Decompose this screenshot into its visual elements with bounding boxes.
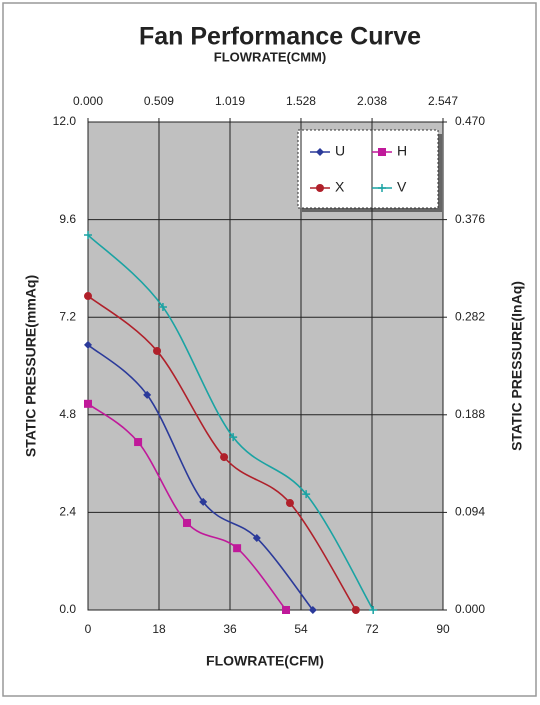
x2-tick-label: 1.019: [215, 94, 245, 108]
x2-tick-label: 2.038: [357, 94, 387, 108]
marker: [282, 606, 291, 614]
marker: [229, 433, 238, 442]
x2-tick-label: 0.509: [144, 94, 174, 108]
marker: [351, 606, 360, 614]
marker: [316, 148, 324, 156]
marker: [84, 399, 92, 408]
legend-label: U: [335, 143, 345, 159]
x-tick-label: 90: [436, 622, 450, 636]
marker: [316, 184, 324, 192]
marker: [308, 606, 317, 614]
marker: [252, 534, 261, 543]
legend-label: X: [335, 179, 345, 195]
legend-label: H: [397, 143, 407, 159]
x-tick-label: 18: [152, 622, 166, 636]
x2-tick-label: 1.528: [286, 94, 316, 108]
x-tick-label: 54: [294, 622, 308, 636]
marker: [84, 231, 92, 240]
y2-tick-label: 0.000: [455, 602, 485, 616]
y2-axis-title: STATIC PRESSURE(InAq): [509, 281, 525, 451]
legend: [297, 129, 439, 209]
y-tick-label: 0.0: [59, 602, 76, 616]
x2-tick-label: 0.000: [73, 94, 103, 108]
y-tick-label: 4.8: [59, 407, 76, 421]
x-tick-label: 0: [85, 622, 92, 636]
marker: [378, 184, 386, 192]
y2-tick-label: 0.188: [455, 407, 485, 421]
x2-tick-label: 2.547: [428, 94, 458, 108]
legend-label: V: [397, 179, 407, 195]
marker: [84, 292, 92, 301]
x2-axis-title: FLOWRATE(CMM): [214, 49, 326, 64]
marker: [153, 346, 162, 355]
marker: [369, 606, 378, 614]
y2-tick-label: 0.470: [455, 114, 485, 128]
marker: [302, 490, 311, 499]
y-axis-title: STATIC PRESSURE(mmAq): [23, 275, 39, 457]
y-tick-label: 12.0: [53, 114, 77, 128]
y2-tick-label: 0.282: [455, 309, 485, 323]
marker: [199, 497, 208, 506]
marker: [143, 390, 152, 399]
x-axis-title: FLOWRATE(CFM): [206, 653, 324, 669]
marker: [378, 148, 386, 156]
marker: [134, 438, 143, 447]
marker: [220, 453, 229, 462]
marker: [285, 499, 294, 508]
x-tick-label: 72: [365, 622, 379, 636]
y-tick-label: 9.6: [59, 212, 76, 226]
marker: [158, 303, 167, 312]
marker: [84, 340, 92, 349]
y2-tick-label: 0.094: [455, 505, 485, 519]
x-tick-label: 36: [223, 622, 237, 636]
y-tick-label: 7.2: [59, 309, 76, 323]
chart-title: Fan Performance Curve: [139, 23, 421, 51]
y-tick-label: 2.4: [59, 505, 76, 519]
y2-tick-label: 0.376: [455, 212, 485, 226]
marker: [183, 518, 192, 527]
marker: [233, 544, 242, 553]
